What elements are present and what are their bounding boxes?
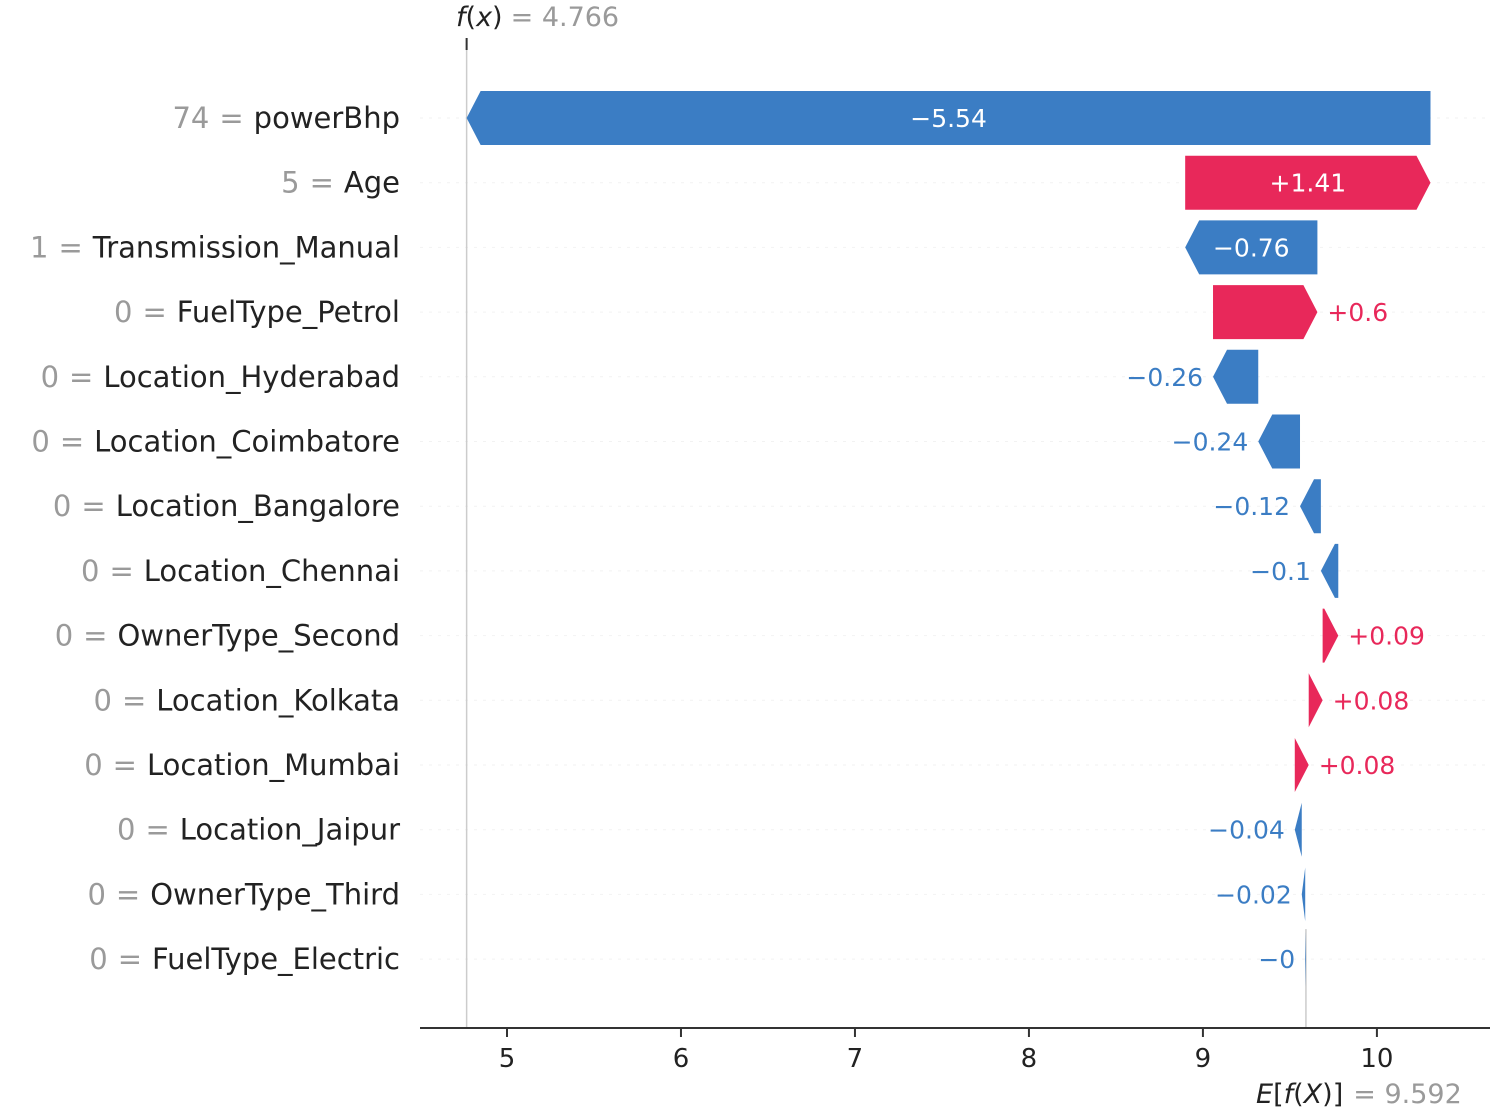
bar-label-Location_Bangalore: −0.12 [1213, 492, 1290, 521]
equals-sign: = [83, 619, 107, 653]
feature-name: OwnerType_Second [117, 619, 400, 653]
bar-FuelType_Electric [1305, 932, 1306, 987]
feature-label: 0 = Location_Hyderabad [41, 360, 400, 394]
feature-name: Location_Bangalore [116, 489, 400, 523]
feature-label: 0 = Location_Mumbai [84, 748, 400, 782]
feature-name: OwnerType_Third [150, 877, 400, 911]
x-tick-label: 5 [499, 1044, 516, 1074]
feature-name: Location_Jaipur [180, 813, 400, 847]
equals-sign: = [69, 360, 93, 394]
equals-sign: = [60, 425, 84, 459]
equals-sign: = [113, 748, 137, 782]
x-tick-label: 6 [673, 1044, 690, 1074]
bar-label-Transmission_Manual: −0.76 [1213, 233, 1290, 262]
feature-label: 0 = OwnerType_Third [87, 877, 400, 911]
bar-Location_Kolkata [1308, 673, 1323, 728]
feature-label: 5 = Age [281, 166, 400, 200]
feature-label: 74 = powerBhp [172, 101, 400, 135]
x-tick-label: 8 [1021, 1044, 1038, 1074]
bar-label-Location_Coimbatore: −0.24 [1172, 428, 1249, 457]
bar-label-Location_Hyderabad: −0.26 [1126, 363, 1203, 392]
feature-value: 1 [30, 230, 48, 264]
feature-name: Age [344, 166, 400, 200]
bar-Location_Mumbai [1294, 738, 1309, 792]
equals-sign: = [81, 489, 105, 523]
feature-value: 74 [172, 101, 209, 135]
fx-value: 4.766 [542, 2, 619, 33]
bar-Age [1185, 155, 1431, 210]
bar-powerBhp [466, 91, 1431, 145]
bar-OwnerType_Second [1322, 608, 1339, 663]
feature-value: 0 [87, 877, 105, 911]
feature-label: 0 = Location_Kolkata [94, 683, 401, 717]
feature-label: 0 = Location_Coimbatore [31, 425, 400, 459]
bar-Transmission_Manual [1185, 220, 1318, 275]
feature-label: 0 = FuelType_Electric [89, 942, 400, 976]
feature-name: Location_Coimbatore [94, 425, 400, 459]
equals-sign: = [116, 877, 140, 911]
feature-label: 0 = Location_Chennai [81, 554, 400, 588]
feature-value: 0 [84, 748, 102, 782]
bar-label-FuelType_Petrol: +0.6 [1327, 298, 1388, 327]
equals-sign: = [58, 230, 82, 264]
bar-Location_Bangalore [1300, 479, 1321, 534]
feature-name: Transmission_Manual [92, 230, 400, 264]
feature-value: 0 [89, 942, 107, 976]
feature-name: powerBhp [254, 101, 400, 135]
feature-label: 0 = Location_Bangalore [53, 489, 400, 523]
equals-sign: = [122, 683, 146, 717]
equals-sign: = [219, 101, 243, 135]
equals-sign: = [310, 166, 334, 200]
bar-label-Age: +1.41 [1270, 169, 1347, 198]
feature-name: Location_Chennai [144, 554, 400, 588]
feature-value: 0 [41, 360, 59, 394]
feature-name: FuelType_Electric [152, 942, 400, 976]
bar-Location_Coimbatore [1258, 414, 1301, 469]
feature-label: 0 = OwnerType_Second [55, 619, 400, 653]
feature-value: 0 [94, 683, 112, 717]
feature-value: 0 [31, 425, 49, 459]
feature-label: 0 = Location_Jaipur [117, 813, 400, 847]
equals-sign: = [145, 813, 169, 847]
feature-value: 0 [81, 554, 99, 588]
bar-FuelType_Petrol [1213, 285, 1318, 340]
feature-label: 0 = FuelType_Petrol [114, 295, 400, 329]
equals-sign: = [142, 295, 166, 329]
bar-label-OwnerType_Second: +0.09 [1348, 622, 1425, 651]
feature-value: 5 [281, 166, 299, 200]
feature-value: 0 [55, 619, 73, 653]
fx-annotation: f(x) = 4.766 [456, 2, 619, 33]
feature-name: FuelType_Petrol [177, 295, 400, 329]
equals-sign: = [118, 942, 142, 976]
x-tick-label: 9 [1195, 1044, 1212, 1074]
feature-name: Location_Mumbai [147, 748, 400, 782]
bar-Location_Hyderabad [1213, 349, 1259, 404]
expected-value-annotation: E[f(X)] = 9.592 [1256, 1079, 1462, 1110]
bar-label-Location_Chennai: −0.1 [1250, 557, 1311, 586]
bar-Location_Jaipur [1294, 802, 1302, 857]
bar-label-OwnerType_Third: −0.02 [1215, 880, 1292, 909]
bar-label-Location_Kolkata: +0.08 [1333, 686, 1410, 715]
feature-value: 0 [114, 295, 132, 329]
x-axis: 5 6 7 8 9 10 [420, 1027, 1490, 1074]
bar-label-powerBhp: −5.54 [910, 104, 987, 133]
bar-label-Location_Jaipur: −0.04 [1208, 816, 1285, 845]
feature-name: Location_Hyderabad [103, 360, 400, 394]
feature-value: 0 [53, 489, 71, 523]
bars-layer: −5.54 +1.41 −0.76 +0.6 −0.26 −0.24 −0.12 −0.1 +0… [466, 91, 1431, 987]
bar-label-Location_Mumbai: +0.08 [1319, 751, 1396, 780]
expected-value: 9.592 [1384, 1079, 1461, 1110]
bar-Location_Chennai [1320, 543, 1339, 598]
feature-name: Location_Kolkata [156, 683, 400, 717]
feature-label: 1 = Transmission_Manual [30, 230, 400, 264]
bar-label-FuelType_Electric: −0 [1258, 945, 1295, 974]
x-tick-label: 7 [847, 1044, 864, 1074]
bar-OwnerType_Third [1301, 867, 1306, 922]
equals-sign: = [109, 554, 133, 588]
x-tick-label: 10 [1360, 1044, 1393, 1074]
feature-value: 0 [117, 813, 135, 847]
